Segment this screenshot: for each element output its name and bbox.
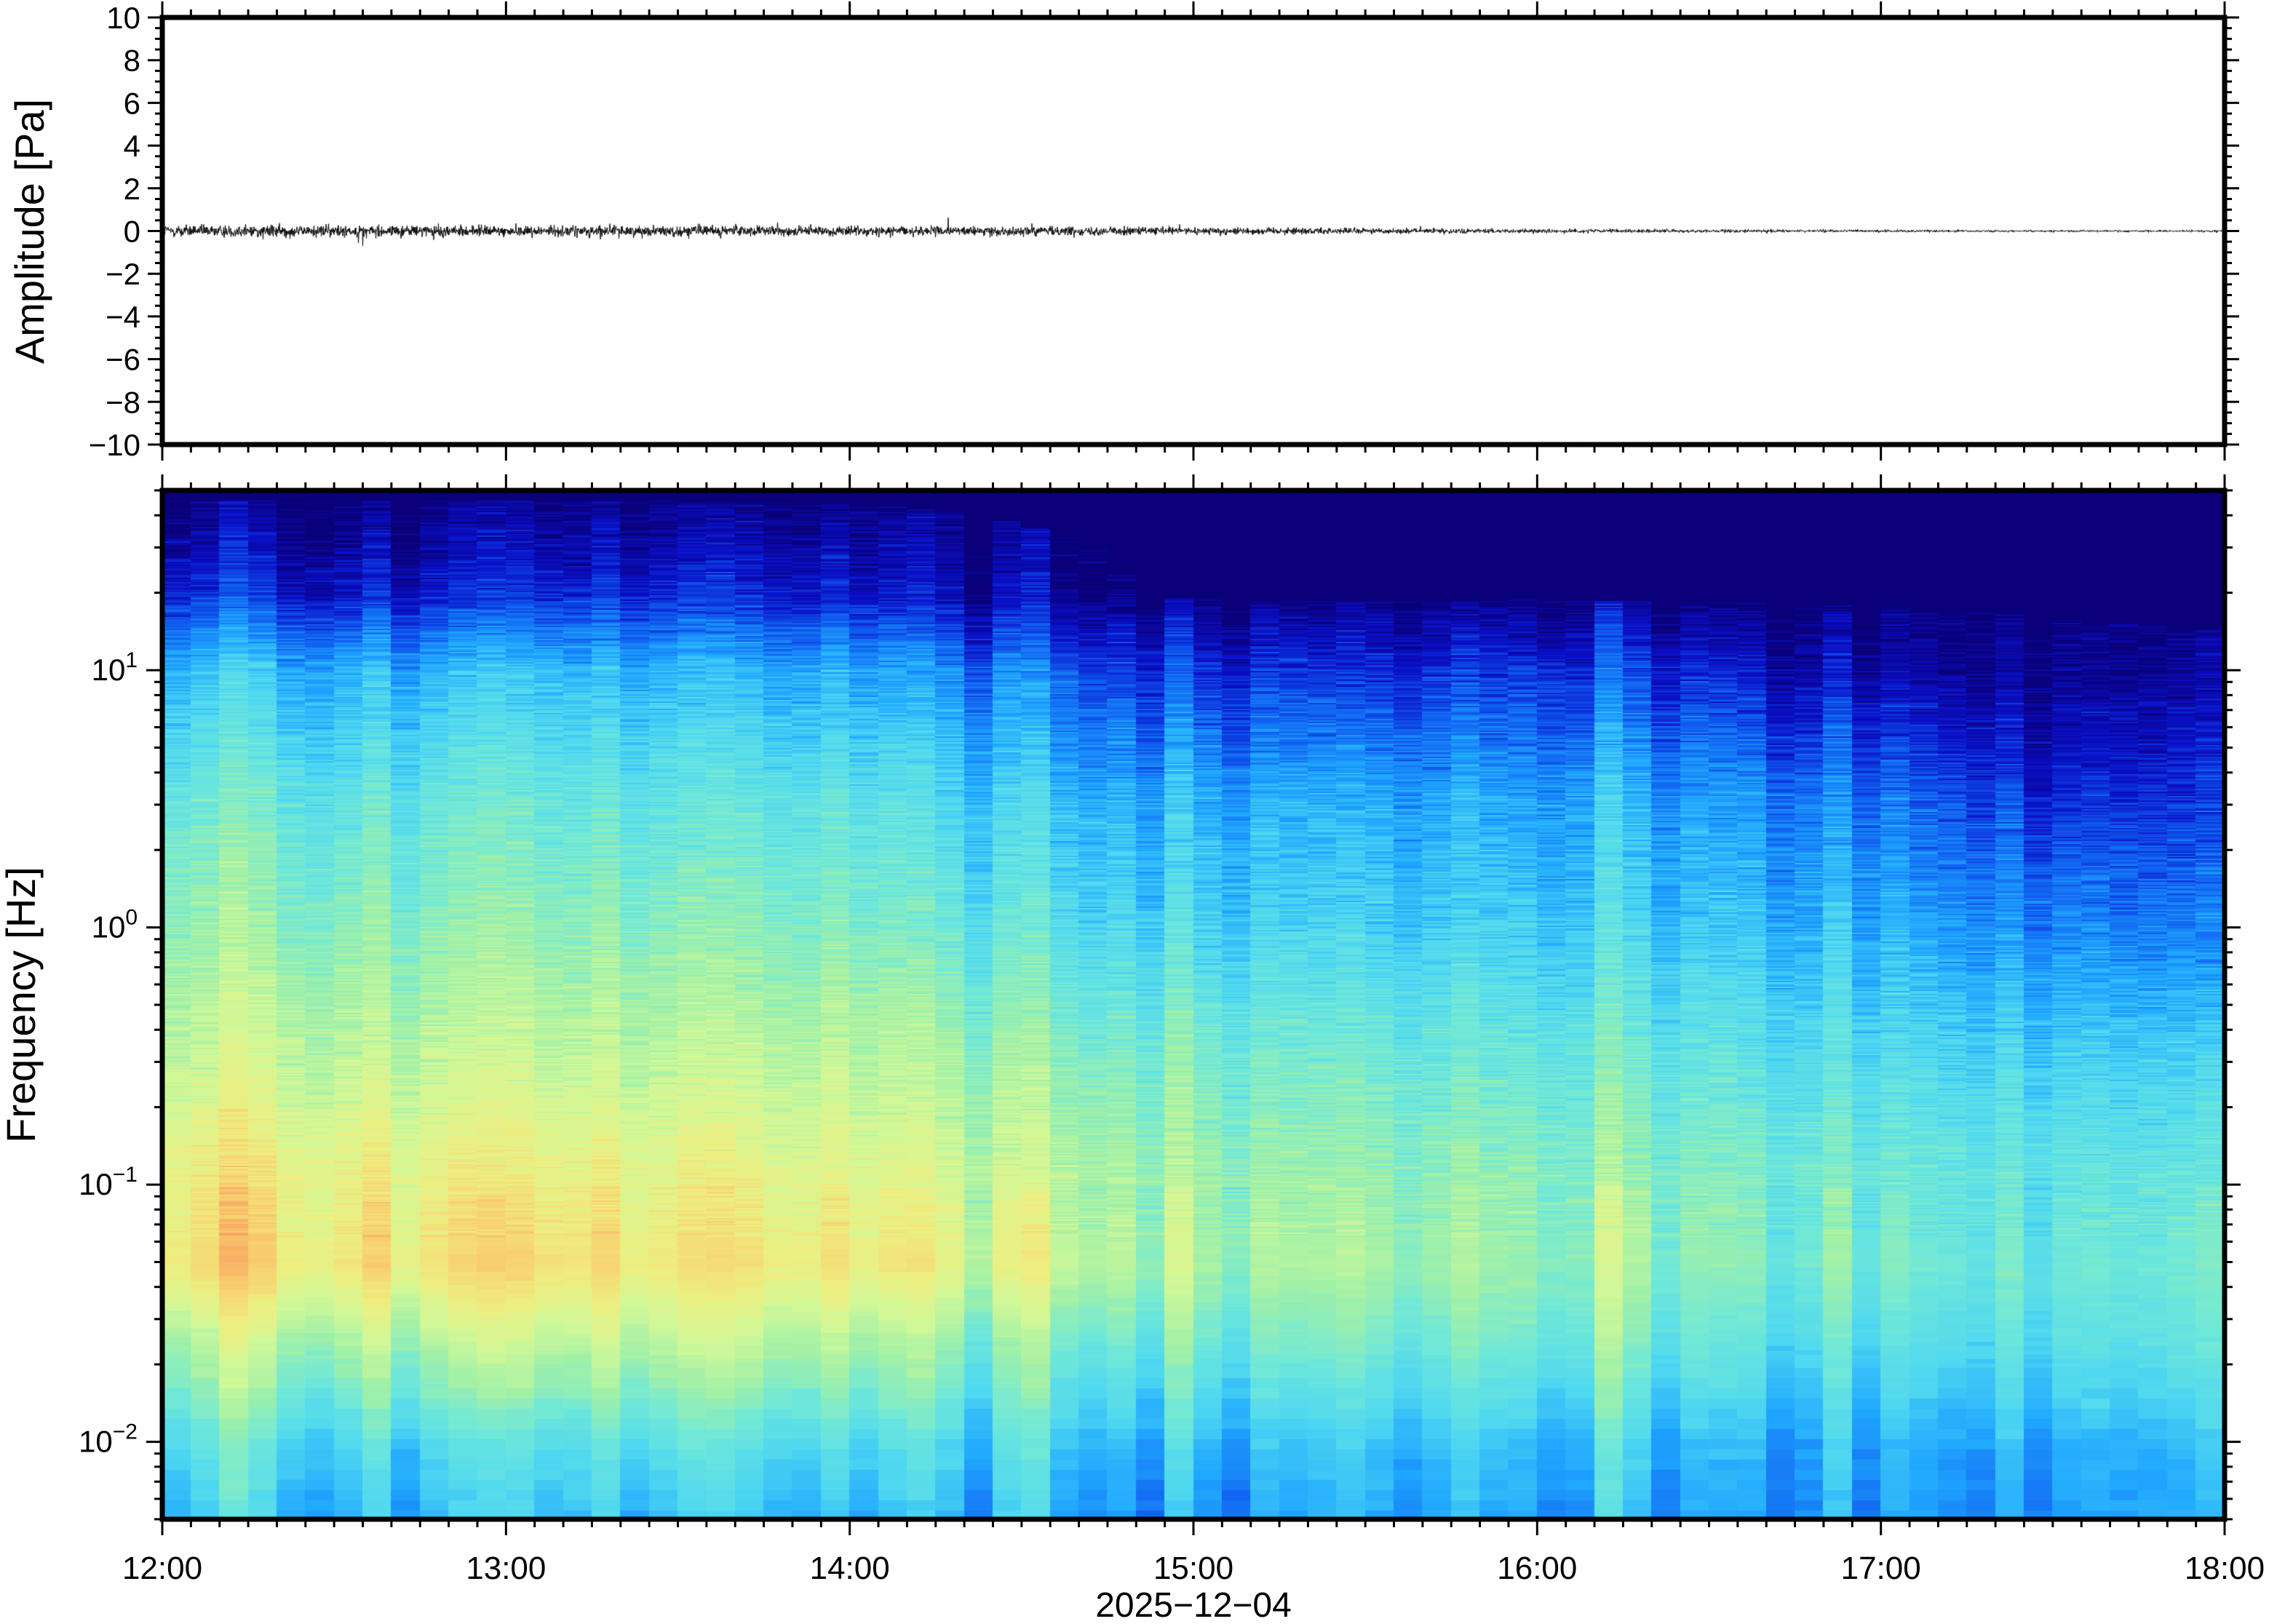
waveform-frame [159, 15, 2228, 447]
y-tick-label: −10 [89, 428, 140, 462]
x-tick-label: 15:00 [1153, 1551, 1233, 1586]
tick-base: 10 [79, 1167, 113, 1201]
y-tick-label: −4 [106, 300, 140, 334]
waveform-trace [162, 17, 2225, 445]
spectrogram-frame [159, 487, 2228, 1522]
y-tick-label: −6 [106, 343, 140, 377]
y-tick-label: −2 [106, 257, 140, 291]
y-tick-label: 10−2 [79, 1420, 138, 1459]
x-tick-label: 17:00 [1841, 1551, 1921, 1586]
tick-base: 10 [92, 653, 126, 687]
tick-exponent: 1 [125, 648, 138, 672]
tick-base: 10 [92, 910, 126, 944]
y-tick-label: 101 [92, 648, 138, 687]
y-tick-label: 10 [106, 1, 140, 35]
y-tick-label: 10−1 [79, 1163, 138, 1201]
tick-exponent: −2 [113, 1420, 138, 1444]
tick-exponent: 0 [125, 906, 138, 930]
amplitude-axis-label: Amplitude [Pa] [7, 99, 52, 364]
x-tick-label: 13:00 [466, 1551, 546, 1586]
y-tick-label: 2 [124, 172, 140, 206]
y-tick-label: 6 [124, 86, 140, 120]
tick-exponent: −1 [113, 1163, 138, 1187]
x-tick-label: 16:00 [1497, 1551, 1577, 1586]
x-tick-label: 12:00 [122, 1551, 202, 1586]
spectrogram-heatmap [162, 490, 2225, 1519]
date-axis-label: 2025−12−04 [1095, 1586, 1292, 1624]
y-tick-label: 8 [124, 44, 140, 78]
y-tick-label: 100 [92, 906, 138, 944]
waveform-axes: 10 8 6 4 2 0 −2 −4 −6 −8 −10 [89, 1, 2239, 462]
x-tick-label: 18:00 [2185, 1551, 2265, 1586]
tick-base: 10 [79, 1425, 113, 1459]
y-tick-label: −8 [106, 385, 140, 419]
y-tick-label: 4 [124, 129, 140, 163]
x-tick-label: 14:00 [810, 1551, 890, 1586]
frequency-axis-label: Frequency [Hz] [0, 867, 44, 1143]
y-tick-label: 0 [124, 215, 140, 249]
